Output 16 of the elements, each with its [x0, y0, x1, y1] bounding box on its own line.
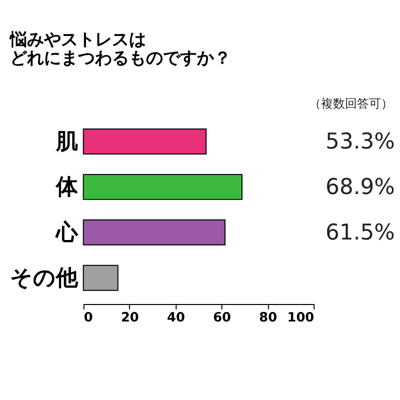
y-tick-label: その他 [10, 266, 79, 291]
x-tick-label: 60 [213, 310, 232, 326]
x-tick-label: 20 [120, 310, 139, 326]
y-tick-label: 体 [54, 174, 79, 200]
x-tick-label: 40 [167, 310, 185, 326]
text: どれにまつわるものですか？ [10, 48, 231, 68]
x-tick-label: 0 [84, 310, 93, 326]
data-label: 53.3% [326, 129, 395, 154]
x-tick-label: 100 [287, 310, 314, 326]
data-label: 68.9% [326, 174, 395, 200]
text: 悩みやストレスは [10, 28, 146, 49]
y-tick-label: 心 [54, 219, 79, 246]
data-label: 61.5% [326, 220, 395, 246]
x-tick-label: 80 [259, 310, 278, 326]
text: （複数回答可） [309, 96, 394, 110]
y-tick-label: 肌 [54, 129, 78, 154]
